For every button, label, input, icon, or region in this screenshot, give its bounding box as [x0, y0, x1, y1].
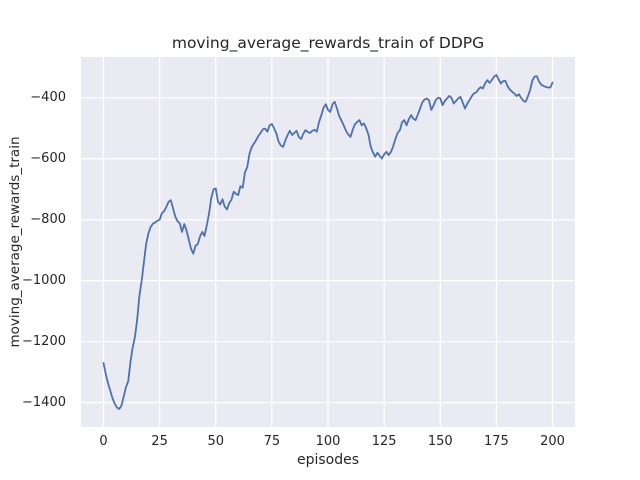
series-line: [102, 74, 554, 410]
plot-area: [81, 57, 575, 427]
chart-title: moving_average_rewards_train of DDPG: [171, 34, 485, 52]
x-tick-label: 25: [151, 434, 168, 449]
y-tick-label: −600: [30, 150, 66, 166]
y-axis-label: moving_average_rewards_train: [7, 136, 23, 348]
x-tick-label: 100: [315, 434, 341, 449]
y-tick-label: −1200: [22, 333, 66, 349]
x-tick-label: 175: [483, 434, 509, 449]
y-tick-label: −1000: [22, 272, 66, 288]
x-axis-label: episodes: [296, 452, 360, 468]
x-tick-label: 0: [99, 434, 108, 449]
y-tick-label: −1400: [22, 394, 66, 410]
x-tick-label: 75: [263, 434, 281, 449]
x-tick-label: 125: [371, 434, 397, 449]
y-tick-label: −800: [30, 211, 66, 227]
y-tick-label: −400: [30, 89, 66, 105]
x-tick-label: 50: [207, 434, 224, 449]
x-tick-label: 150: [427, 434, 453, 449]
line-chart-svg: [81, 57, 575, 427]
x-tick-label: 200: [540, 434, 565, 449]
